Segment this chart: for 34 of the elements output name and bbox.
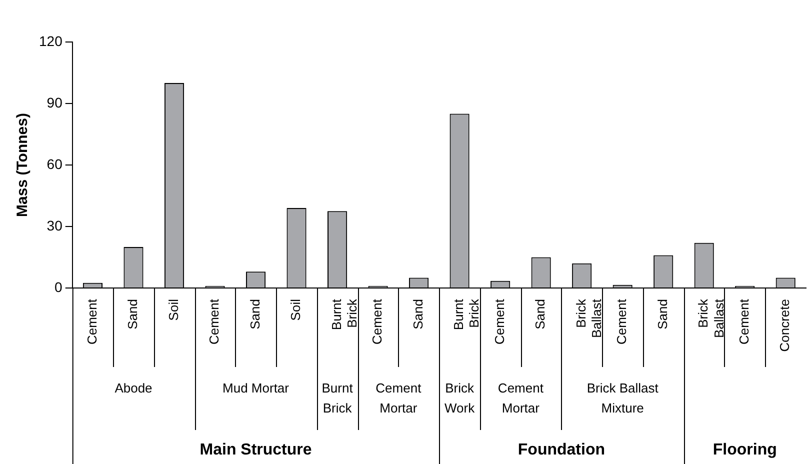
x-tick-label: Brick Ballast	[573, 298, 604, 338]
x-tick-label: Cement	[736, 298, 752, 345]
y-tick-label: 90	[46, 94, 63, 110]
x-tick-label: Sand	[654, 299, 670, 330]
text: Mud Mortar	[222, 380, 290, 396]
y-tick-label: 30	[46, 217, 63, 234]
text: Foundation	[518, 441, 605, 458]
text: Main Structure	[200, 441, 312, 458]
x-tick-label: Burnt Brick	[451, 298, 482, 330]
x-tick-label: Concrete	[777, 299, 792, 352]
text: Flooring	[712, 441, 777, 458]
x-tick-label: Cement	[614, 298, 630, 345]
x-tick-label: Sand	[125, 299, 140, 330]
text: Burnt Brick	[322, 380, 354, 416]
text: Brick Ballast Mixture	[586, 380, 659, 416]
x-tick-label: Cement	[84, 298, 100, 345]
x-tick-label: Cement	[370, 298, 385, 345]
x-tick-label: Brick Ballast	[696, 298, 726, 338]
x-tick-label: Soil	[166, 298, 181, 321]
x-tick-label: Cement	[206, 298, 222, 345]
text: Cement Mortar	[376, 380, 422, 416]
text: Abode	[114, 380, 152, 396]
x-tick-label: Sand	[532, 299, 548, 330]
x-tick-label: Soil	[288, 298, 304, 321]
y-tick-label: 0	[54, 278, 63, 295]
text: Cement Mortar	[498, 380, 544, 416]
y-tick-label: 60	[46, 156, 63, 172]
x-tick-label: Burnt Brick	[328, 298, 360, 330]
y-tick-label: 120	[39, 32, 63, 49]
x-tick-label: Sand	[247, 299, 262, 330]
y-axis-title: Mass (Tonnes)	[14, 113, 32, 217]
text: Brick Work	[444, 380, 476, 416]
x-tick-label: Cement	[492, 298, 507, 345]
x-tick-label: Sand	[410, 299, 426, 330]
